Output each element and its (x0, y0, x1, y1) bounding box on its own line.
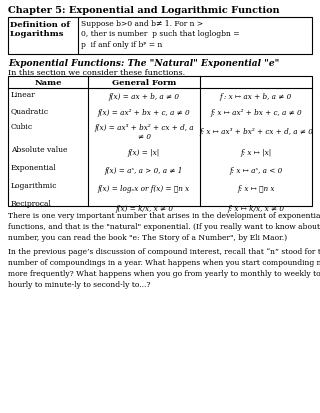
Text: f: x ↦ k/x, x ≠ 0: f: x ↦ k/x, x ≠ 0 (228, 204, 284, 212)
Text: f: x ↦ |x|: f: x ↦ |x| (240, 149, 272, 157)
Text: f(x) = ax³ + bx² + cx + d, a
≠ 0: f(x) = ax³ + bx² + cx + d, a ≠ 0 (94, 123, 194, 141)
Text: f: x ↦ ax² + bx + c, a ≠ 0: f: x ↦ ax² + bx + c, a ≠ 0 (210, 109, 302, 117)
Text: f(x) = logₑx or f(x) = ℓn x: f(x) = logₑx or f(x) = ℓn x (98, 185, 190, 192)
Text: f(x) = ax + b, a ≠ 0: f(x) = ax + b, a ≠ 0 (108, 93, 180, 101)
Text: f(x) = k/x, x ≠ 0: f(x) = k/x, x ≠ 0 (115, 204, 173, 212)
Text: f: x ↦ ℓn x: f: x ↦ ℓn x (237, 185, 275, 192)
Text: Quadratic: Quadratic (11, 107, 49, 115)
Text: Chapter 5: Exponential and Logarithmic Function: Chapter 5: Exponential and Logarithmic F… (8, 6, 280, 15)
Text: f(x) = aˣ, a > 0, a ≠ 1: f(x) = aˣ, a > 0, a ≠ 1 (105, 166, 183, 175)
Text: f: x ↦ ax³ + bx² + cx + d, a ≠ 0: f: x ↦ ax³ + bx² + cx + d, a ≠ 0 (199, 128, 313, 136)
Text: f : x ↦ ax + b, a ≠ 0: f : x ↦ ax + b, a ≠ 0 (220, 93, 292, 101)
Text: Exponential Functions: The "Natural" Exponential "e": Exponential Functions: The "Natural" Exp… (8, 59, 279, 68)
Text: Linear: Linear (11, 91, 36, 99)
Text: Definition of
Logarithms: Definition of Logarithms (10, 21, 70, 38)
Text: Exponential: Exponential (11, 164, 57, 171)
Bar (8, 18, 312, 55)
Text: Reciprocal: Reciprocal (11, 199, 52, 207)
Text: In the previous page’s discussion of compound interest, recall that “n” stood fo: In the previous page’s discussion of com… (8, 247, 320, 288)
Text: General Form: General Form (112, 79, 176, 87)
Text: Logarithmic: Logarithmic (11, 182, 58, 190)
Text: Name: Name (34, 79, 62, 87)
Text: Cubic: Cubic (11, 123, 33, 131)
Text: f: x ↦ aˣ, a < 0: f: x ↦ aˣ, a < 0 (229, 166, 283, 175)
Text: Absolute value: Absolute value (11, 146, 68, 154)
Bar (8, 77, 312, 206)
Text: f(x) = |x|: f(x) = |x| (128, 149, 160, 157)
Text: There is one very important number that arises in the development of exponential: There is one very important number that … (8, 211, 320, 242)
Text: f(x) = ax² + bx + c, a ≠ 0: f(x) = ax² + bx + c, a ≠ 0 (98, 109, 190, 117)
Text: In this section we consider these functions.: In this section we consider these functi… (8, 69, 185, 77)
Text: Suppose b>0 and b≠ 1. For n >
0, ther is number  p such that loglogbn =
p  if an: Suppose b>0 and b≠ 1. For n > 0, ther is… (81, 20, 240, 49)
